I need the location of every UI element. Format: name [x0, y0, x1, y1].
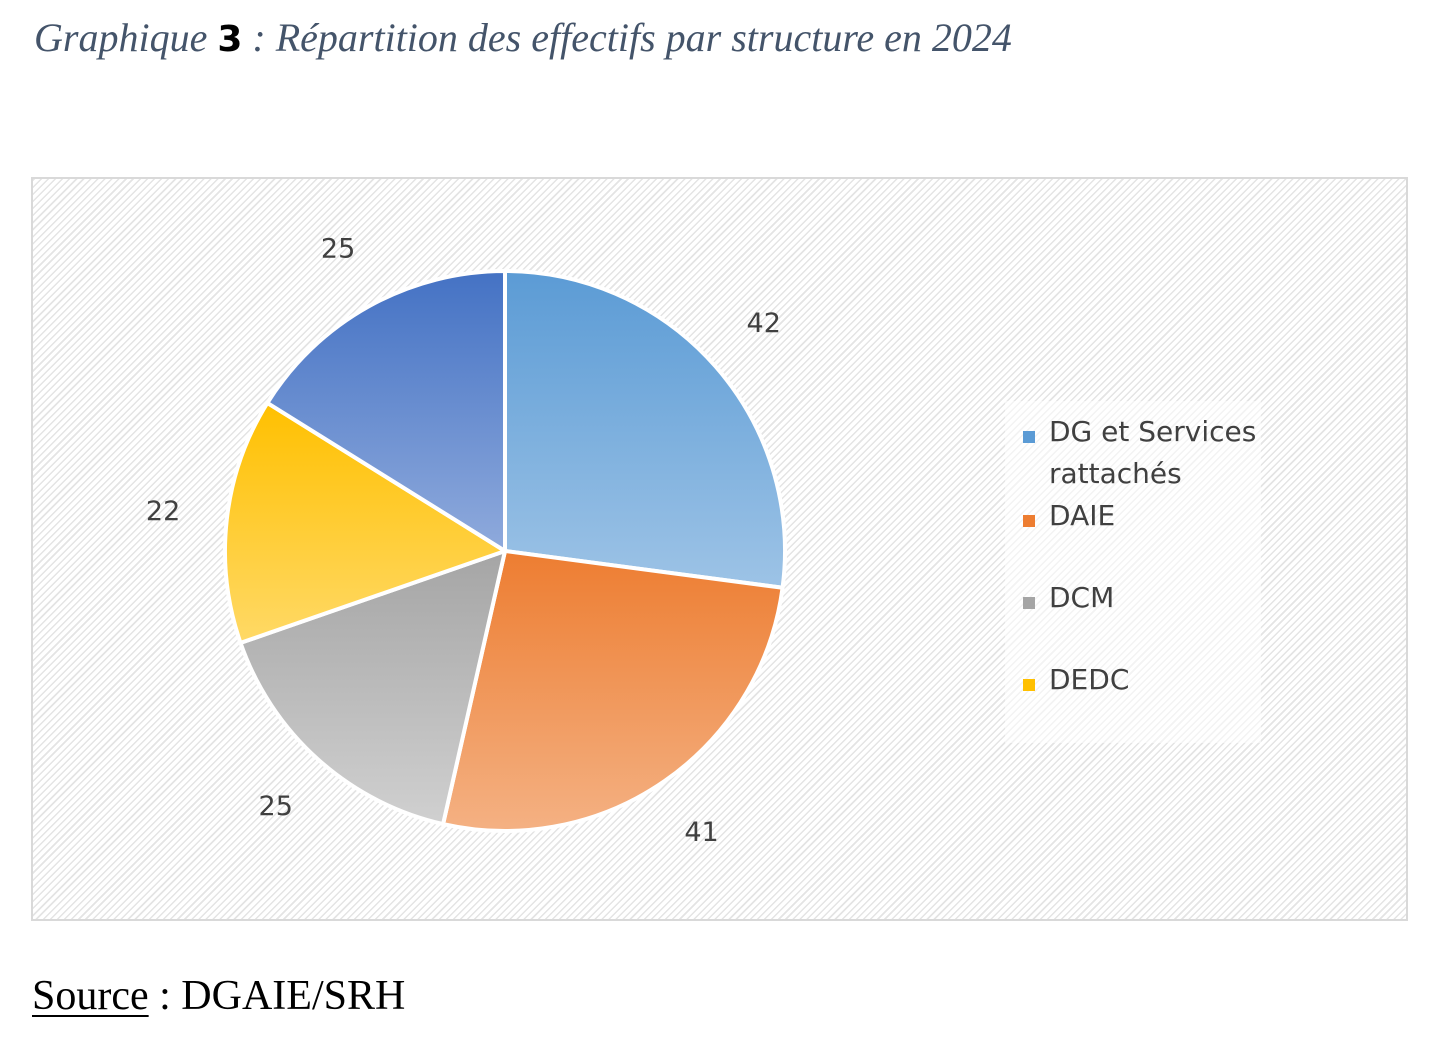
legend-label-dg: DG et Services rattachés	[1049, 415, 1257, 490]
chart-area: 42 41 25 22 25 DG et Services rattachés DAIE…	[31, 177, 1408, 921]
legend-label-daie: DAIE	[1049, 499, 1116, 532]
legend: DG et Services rattachés DAIE DCM DEDC	[1005, 401, 1261, 743]
pie-chart: 42 41 25 22 25	[146, 234, 787, 848]
legend-swatch-dg	[1023, 431, 1035, 443]
pie-slice-dcm	[238, 549, 507, 827]
legend-item-dg: DG et Services rattachés	[1023, 411, 1264, 495]
pie-slice-dg-et-services-rattaches	[503, 269, 787, 590]
data-label-dcm: 25	[259, 791, 293, 822]
legend-item-dcm: DCM	[1023, 577, 1264, 619]
legend-label-dedc: DEDC	[1049, 663, 1130, 696]
caption-number: 3	[217, 19, 243, 60]
legend-item-dedc: DEDC	[1023, 659, 1264, 701]
data-label-dg-et-services-rattaches: 42	[747, 308, 781, 339]
chart-caption: Graphique 3 : Répartition des effectifs …	[34, 14, 1012, 61]
caption-text: : Répartition des effectifs par structur…	[242, 15, 1012, 60]
caption-prefix: Graphique	[34, 15, 218, 60]
data-label-daie: 41	[684, 817, 718, 848]
legend-swatch-dedc	[1023, 679, 1035, 691]
data-label-dedc: 22	[146, 496, 180, 527]
pie-slice-daie	[441, 549, 785, 833]
source-text: : DGAIE/SRH	[148, 973, 406, 1019]
source-note: Source : DGAIE/SRH	[32, 972, 405, 1020]
legend-label-dcm: DCM	[1049, 581, 1115, 614]
legend-item-daie: DAIE	[1023, 495, 1264, 537]
pie-slice-dedc	[223, 400, 507, 645]
source-word: Source	[32, 973, 149, 1019]
legend-swatch-dcm	[1023, 597, 1035, 609]
legend-swatch-daie	[1023, 515, 1035, 527]
data-label-drh: 25	[321, 234, 355, 265]
pie-slice-drh	[265, 269, 507, 553]
